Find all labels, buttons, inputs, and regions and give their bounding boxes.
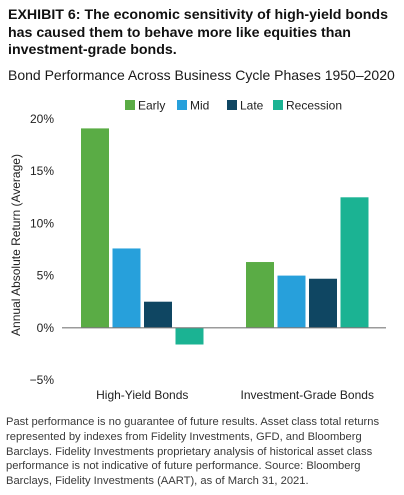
bar-recession-investment-grade — [340, 197, 369, 328]
bar-late-high-yield — [144, 301, 172, 328]
y-tick-label: 0% — [37, 321, 55, 335]
exhibit-title: EXHIBIT 6: The economic sensitivity of h… — [8, 7, 388, 58]
y-tick-label: 15% — [30, 164, 54, 178]
bar-early-high-yield — [81, 128, 109, 328]
y-tick-label: 5% — [37, 269, 55, 283]
x-category-label: High-Yield Bonds — [96, 388, 188, 402]
x-category-label: Investment-Grade Bonds — [241, 388, 374, 402]
legend-label-mid: Mid — [190, 99, 209, 113]
bar-recession-high-yield — [175, 327, 204, 345]
footnote: Past performance is no guarantee of futu… — [6, 416, 380, 488]
chart-subtitle: Bond Performance Across Business Cycle P… — [8, 67, 395, 83]
bar-chart: Early Mid Late Recession Annual Absolute Re… — [9, 99, 386, 402]
y-tick-label: −5% — [30, 373, 55, 387]
y-tick-label: 20% — [30, 112, 54, 126]
legend-label-recession: Recession — [286, 99, 342, 113]
y-axis-label: Annual Absolute Return (Average) — [9, 154, 23, 336]
legend-swatch-early — [125, 100, 135, 110]
legend-label-late: Late — [240, 99, 264, 113]
legend-swatch-recession — [273, 100, 283, 110]
legend-swatch-mid — [177, 100, 187, 110]
bar-series — [81, 128, 369, 345]
x-axis-labels: High-Yield Bonds Investment-Grade Bonds — [96, 388, 374, 402]
bar-late-investment-grade — [309, 278, 337, 328]
bar-mid-investment-grade — [277, 275, 306, 328]
y-axis-ticks: 20% 15% 10% 5% 0% −5% — [30, 112, 55, 387]
y-tick-label: 10% — [30, 216, 54, 230]
legend-swatch-late — [227, 100, 237, 110]
legend-label-early: Early — [138, 99, 165, 113]
bar-early-investment-grade — [246, 262, 274, 328]
bar-mid-high-yield — [112, 248, 141, 328]
chart-legend: Early Mid Late Recession — [125, 99, 342, 113]
